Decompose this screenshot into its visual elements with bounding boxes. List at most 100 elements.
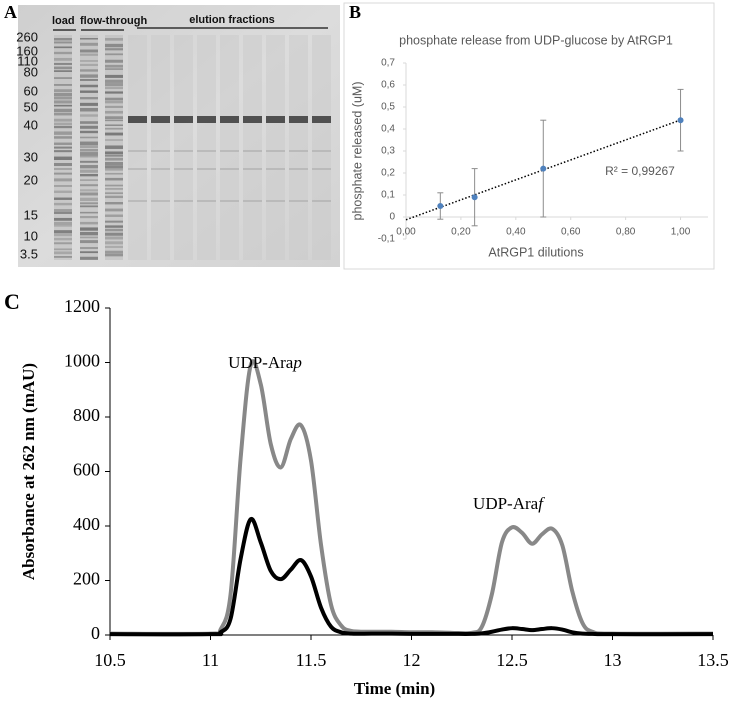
gel-band	[80, 49, 98, 53]
gel-band	[105, 253, 123, 257]
annotation: R² = 0,99267	[605, 164, 675, 178]
gel-band	[80, 155, 98, 158]
gel-band	[54, 38, 72, 41]
gel-band	[80, 189, 98, 192]
gel-band	[54, 46, 72, 49]
gel-band	[80, 38, 98, 40]
gel-band	[54, 237, 72, 241]
gel-lane	[220, 35, 239, 260]
panel-label: A	[4, 2, 17, 22]
gel-band	[220, 150, 239, 152]
gel-band	[80, 102, 98, 106]
gel-band	[266, 116, 285, 123]
gel-band	[80, 74, 98, 78]
gel-band	[151, 150, 170, 152]
gel-band	[80, 152, 98, 156]
gel-lane	[312, 35, 331, 260]
gel-band	[105, 38, 123, 41]
gel-band	[54, 251, 72, 255]
gel-band	[54, 202, 72, 206]
gel-band	[197, 168, 216, 170]
gel-band	[105, 100, 123, 104]
gel-band	[54, 197, 72, 200]
gel-band	[174, 150, 193, 152]
gel-band	[80, 231, 98, 236]
gel-band	[54, 190, 72, 193]
y-tick-label: 1000	[64, 351, 100, 371]
gel-band	[174, 116, 193, 123]
y-tick-label: 0	[91, 623, 100, 643]
gel-band	[105, 168, 123, 171]
gel-band	[54, 57, 72, 61]
gel-band	[105, 177, 123, 181]
gel-band	[105, 250, 123, 254]
gel-band	[312, 150, 331, 152]
x-tick-label: 1,00	[671, 227, 691, 238]
gel-band	[80, 97, 98, 100]
gel-band	[80, 42, 98, 46]
x-tick-label: 12	[403, 650, 421, 670]
gel-band	[80, 141, 98, 146]
gel-band	[105, 110, 123, 114]
annotation-italic: p	[292, 353, 302, 372]
gel-band	[105, 195, 123, 199]
gel-band	[80, 60, 98, 62]
gel-band	[289, 168, 308, 170]
x-tick-label: 0,60	[561, 227, 581, 238]
gel-band	[54, 77, 72, 79]
lane-label: load	[52, 15, 75, 27]
gel-band	[54, 112, 72, 116]
gel-band	[266, 200, 285, 202]
gel-band	[54, 122, 72, 126]
point	[540, 165, 547, 172]
gel-band	[105, 139, 123, 141]
gel-band	[151, 116, 170, 123]
gel-band	[54, 185, 72, 187]
y-tick-label: 0,7	[381, 58, 395, 69]
gel-band	[312, 116, 331, 123]
gel-band	[80, 114, 98, 117]
y-tick-label: 800	[73, 405, 100, 425]
gel-band	[80, 160, 98, 163]
gel-band	[54, 163, 72, 166]
gel-band	[80, 130, 98, 134]
gel-band	[105, 83, 123, 87]
gel-band	[54, 168, 72, 170]
gel-band	[105, 74, 123, 78]
gel-band	[151, 168, 170, 170]
gel-band	[289, 200, 308, 202]
gel-band	[54, 131, 72, 135]
gel-band	[105, 97, 123, 101]
x-axis-title: AtRGP1 dilutions	[488, 245, 583, 259]
gel-band	[80, 108, 98, 112]
gel-band	[289, 116, 308, 123]
panel-label: B	[349, 2, 361, 22]
marker-label: 110	[17, 53, 38, 68]
lane-label: flow-through	[80, 15, 147, 27]
gel-band	[80, 221, 98, 225]
chart-title: phosphate release from UDP-glucose by At…	[399, 33, 673, 47]
y-tick-label: 600	[73, 460, 100, 480]
gel-band	[80, 165, 98, 169]
gel-band	[54, 104, 72, 107]
annotation-italic: f	[538, 494, 545, 513]
gel-band	[54, 62, 72, 65]
gel-band	[80, 145, 98, 149]
gel-band	[54, 125, 72, 129]
gel-band	[54, 84, 72, 86]
gel-band	[54, 209, 72, 213]
gel-band	[80, 179, 98, 181]
y-axis-title: Absorbance at 262 nm (mAU)	[19, 363, 38, 580]
annotation: UDP-Arap	[228, 353, 302, 372]
gel-band	[80, 240, 98, 244]
gel-band	[266, 168, 285, 170]
gel-band	[54, 230, 72, 234]
gel-band	[220, 168, 239, 170]
marker-label: 30	[24, 149, 38, 164]
gel-band	[80, 136, 98, 139]
x-axis-title: Time (min)	[354, 679, 435, 698]
gel-band	[105, 53, 123, 56]
marker-label: 20	[24, 172, 38, 187]
gel-lane	[128, 35, 147, 260]
lane-label: elution fractions	[189, 14, 275, 26]
